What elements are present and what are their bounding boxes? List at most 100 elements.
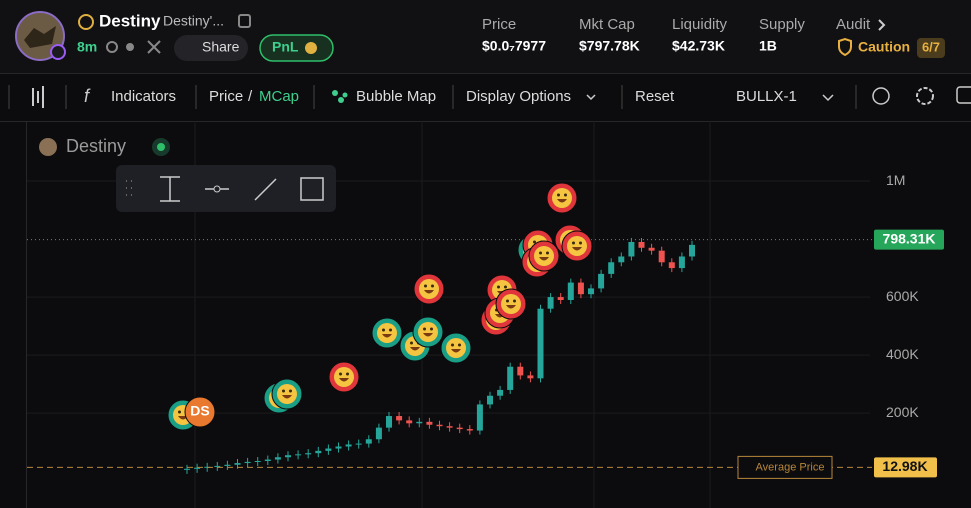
chain-badge bbox=[50, 44, 66, 60]
candle-type-icon[interactable] bbox=[32, 86, 44, 108]
candle bbox=[375, 427, 382, 440]
pnl-button[interactable] bbox=[259, 34, 334, 62]
candle bbox=[487, 395, 493, 405]
bubble-eye bbox=[533, 240, 536, 244]
stat-value: $42.73K bbox=[672, 38, 725, 54]
bubble-face bbox=[277, 384, 297, 404]
bubble-smile bbox=[424, 290, 434, 294]
chevron bbox=[878, 19, 886, 31]
bubble-eye bbox=[564, 193, 567, 197]
candle bbox=[598, 273, 605, 289]
candle bbox=[618, 256, 625, 263]
bubble-smile bbox=[282, 395, 292, 399]
shield-icon bbox=[838, 37, 852, 57]
bubble-eye bbox=[513, 299, 516, 303]
candle bbox=[264, 459, 271, 462]
bubble-eye bbox=[572, 241, 575, 245]
bubble-smile bbox=[451, 349, 461, 353]
candle bbox=[396, 416, 403, 421]
drag-handle[interactable] bbox=[126, 180, 132, 196]
reset[interactable]: Reset bbox=[635, 88, 675, 105]
copy-icon[interactable] bbox=[238, 14, 251, 28]
bubble-eye bbox=[410, 341, 413, 345]
header-bg bbox=[0, 0, 971, 73]
y-tick-label: 600K bbox=[886, 288, 919, 304]
candle bbox=[456, 427, 463, 430]
candle bbox=[224, 464, 231, 466]
bubble-eye bbox=[497, 285, 500, 289]
token-age: 8m bbox=[77, 39, 97, 55]
bubble-map[interactable]: Bubble Map bbox=[356, 88, 436, 105]
candle bbox=[426, 421, 433, 425]
camera-icon[interactable] bbox=[956, 86, 971, 104]
candle bbox=[608, 262, 615, 274]
average-price-name: Average Price bbox=[756, 461, 825, 473]
chevron bbox=[822, 94, 834, 102]
bubble-eye bbox=[424, 284, 427, 288]
average-price-tag bbox=[874, 457, 937, 478]
chart-title: Destiny bbox=[66, 136, 126, 156]
stat-value: 1B bbox=[759, 38, 777, 54]
legend-icon bbox=[39, 138, 57, 156]
bubble-icon bbox=[338, 97, 344, 103]
candle bbox=[194, 467, 201, 469]
range-tool[interactable] bbox=[160, 176, 180, 202]
bubble-face bbox=[377, 323, 397, 343]
audit-label: Audit bbox=[836, 16, 871, 33]
bubble-face bbox=[446, 338, 466, 358]
y-tick-label: 400K bbox=[886, 346, 919, 362]
bubble-eye bbox=[282, 389, 285, 393]
bubble-smile bbox=[339, 378, 349, 382]
pnl-icon bbox=[305, 42, 317, 54]
bubble-smile bbox=[557, 199, 567, 203]
bubble-eye bbox=[382, 328, 385, 332]
candle bbox=[234, 463, 241, 465]
bubble-eye bbox=[346, 372, 349, 376]
bubble-eye bbox=[504, 285, 507, 289]
stat-value: $0.0₇7977 bbox=[482, 38, 546, 54]
candle bbox=[325, 448, 332, 451]
candle bbox=[527, 375, 534, 379]
avatar-art bbox=[24, 26, 56, 48]
chart: 200K 400K 600K 1M 798.31K Average Price 12.98K… bbox=[27, 121, 944, 508]
bubble-icon bbox=[342, 92, 348, 98]
share-button[interactable] bbox=[174, 35, 248, 61]
token-name: Destiny bbox=[99, 11, 161, 30]
bubble-initials: DS bbox=[190, 403, 209, 419]
bubble-face bbox=[552, 188, 572, 208]
candle bbox=[436, 424, 443, 427]
bubble-eye bbox=[423, 327, 426, 331]
bubble-smile bbox=[539, 257, 549, 261]
candle bbox=[365, 439, 372, 444]
settings-icon[interactable] bbox=[916, 87, 934, 105]
link-icon[interactable] bbox=[126, 43, 134, 51]
alert-icon[interactable] bbox=[872, 87, 890, 105]
trend-tool[interactable] bbox=[254, 178, 277, 201]
price-toggle[interactable]: Price bbox=[209, 88, 243, 105]
search-icon[interactable] bbox=[106, 41, 118, 53]
bubble-smile bbox=[382, 334, 392, 338]
rect-tool[interactable] bbox=[300, 177, 324, 201]
share-label: Share bbox=[202, 39, 240, 55]
stat-label: Price bbox=[482, 16, 516, 33]
candle bbox=[274, 457, 281, 460]
mcap-toggle[interactable]: MCap bbox=[259, 88, 299, 105]
candle bbox=[305, 453, 312, 455]
bubble-smile bbox=[410, 347, 420, 351]
candle bbox=[254, 461, 261, 463]
bubble-smile bbox=[572, 247, 582, 251]
bubble-eye bbox=[579, 241, 582, 245]
audit-score: 6/7 bbox=[922, 39, 940, 54]
x-icon[interactable] bbox=[147, 40, 161, 54]
bubble-eye bbox=[430, 327, 433, 331]
bubble-eye bbox=[557, 193, 560, 197]
layout-select[interactable]: BULLX-1 bbox=[736, 88, 797, 105]
candle bbox=[466, 429, 473, 431]
candle bbox=[386, 416, 392, 428]
display-options[interactable]: Display Options bbox=[466, 88, 571, 105]
boost-icon bbox=[78, 14, 94, 30]
indicators[interactable]: Indicators bbox=[111, 88, 176, 105]
candle bbox=[497, 389, 504, 396]
trade-bubble[interactable] bbox=[184, 396, 216, 428]
